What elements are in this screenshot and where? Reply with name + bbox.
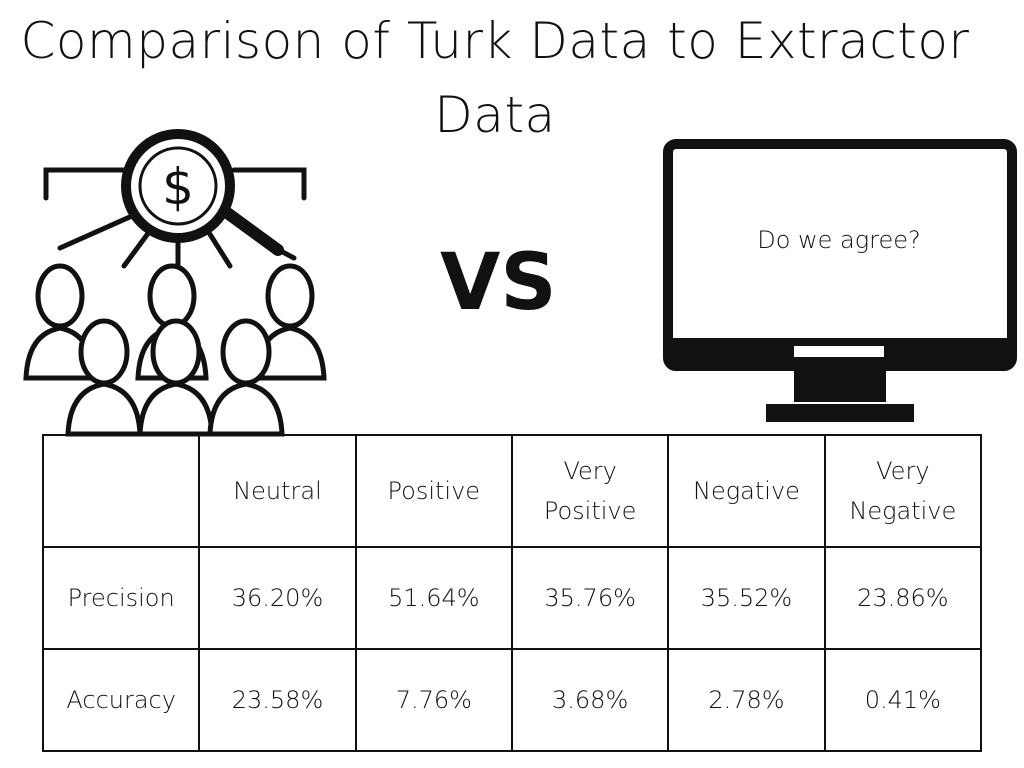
crowd-search-icon: $ [23, 129, 327, 437]
table-header-cell: Neutral [198, 434, 357, 548]
table-header-cell: Very Negative [823, 434, 983, 548]
table-header-row: Neutral Positive Very Positive Negative … [41, 434, 983, 548]
table-row: Precision 36.20% 51.64% 35.76% 35.52% 23… [41, 546, 983, 650]
table-cell: 35.52% [667, 546, 826, 650]
table-cell: 3.68% [510, 648, 670, 752]
table-header-cell: Very Positive [510, 434, 670, 548]
table-cell: 36.20% [198, 546, 357, 650]
table-cell: 23.86% [823, 546, 983, 650]
table-cell: 2.78% [667, 648, 826, 752]
monitor-text: Do we agree? [757, 226, 921, 254]
row-label: Accuracy [41, 648, 201, 752]
page-title: Comparison of Turk Data to Extractor Dat… [20, 12, 970, 144]
table-header-cell [41, 434, 201, 548]
table-cell: 7.76% [354, 648, 513, 752]
table-cell: 23.58% [198, 648, 357, 752]
table-cell: 35.76% [510, 546, 670, 650]
vs-label: VS [440, 238, 557, 328]
svg-text:$: $ [162, 158, 194, 216]
table-cell: 0.41% [823, 648, 983, 752]
table-header-cell: Negative [667, 434, 826, 548]
comparison-table: Neutral Positive Very Positive Negative … [41, 434, 983, 752]
computer-monitor-icon [663, 139, 1017, 422]
row-label: Precision [41, 546, 201, 650]
table-header-cell: Positive [354, 434, 513, 548]
table-row: Accuracy 23.58% 7.76% 3.68% 2.78% 0.41% [41, 648, 983, 752]
table-cell: 51.64% [354, 546, 513, 650]
